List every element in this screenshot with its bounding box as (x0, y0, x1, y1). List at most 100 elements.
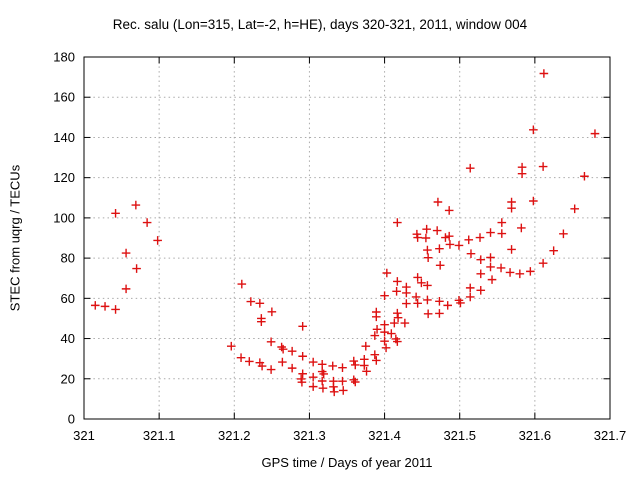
data-point (507, 245, 516, 254)
data-point (402, 299, 411, 308)
data-point (435, 244, 444, 253)
data-point (246, 297, 256, 306)
data-point (328, 361, 338, 371)
data-point (90, 301, 100, 310)
data-point (538, 258, 548, 268)
x-tick-label: 321.4 (368, 428, 401, 443)
data-point (580, 171, 589, 181)
data-point (444, 231, 454, 241)
y-tick-label: 100 (53, 210, 75, 225)
data-point (338, 376, 347, 386)
data-point (111, 208, 120, 218)
data-point (255, 299, 265, 308)
data-point (390, 318, 399, 328)
data-point (298, 351, 307, 361)
data-point (486, 253, 495, 262)
data-point (529, 125, 538, 135)
data-point (277, 342, 286, 352)
data-point (465, 283, 475, 293)
data-point (423, 295, 432, 305)
data-point (526, 267, 535, 276)
data-point (380, 291, 389, 301)
data-point (350, 360, 360, 370)
x-tick-label: 321 (73, 428, 95, 443)
data-point (393, 218, 402, 227)
y-tick-label: 20 (61, 371, 75, 386)
data-point (475, 233, 485, 242)
data-point (423, 309, 433, 319)
data-point (538, 162, 548, 171)
y-tick-label: 80 (61, 251, 75, 266)
x-tick-label: 321.6 (519, 428, 552, 443)
data-point (487, 275, 497, 284)
data-point (381, 343, 391, 353)
data-point (454, 241, 464, 250)
data-point (266, 365, 276, 374)
data-point (549, 246, 558, 255)
grid-lines (84, 57, 610, 419)
data-point (318, 383, 328, 393)
data-point (417, 278, 426, 288)
data-point (329, 382, 338, 392)
data-point (465, 163, 475, 173)
data-point (329, 387, 339, 397)
data-point (100, 302, 110, 311)
data-point (505, 268, 515, 277)
data-point (464, 235, 474, 245)
data-point (423, 245, 432, 255)
data-point (298, 321, 307, 331)
data-point (245, 357, 254, 366)
data-point (411, 292, 421, 302)
data-point (515, 269, 525, 279)
data-point (317, 359, 327, 369)
data-point (476, 255, 486, 265)
data-point (413, 233, 422, 242)
data-point (308, 382, 318, 391)
data-point (466, 249, 476, 258)
data-point (456, 298, 465, 308)
data-point (308, 357, 318, 367)
data-point (435, 297, 444, 306)
data-point (387, 329, 396, 338)
data-point (393, 308, 402, 318)
data-point (441, 233, 450, 242)
data-point (393, 337, 402, 346)
data-point (392, 286, 401, 296)
x-tick-label: 321.3 (293, 428, 326, 443)
data-point (297, 377, 307, 387)
data-point (486, 262, 495, 272)
data-point (338, 386, 348, 395)
axis-tick-marks (83, 56, 611, 420)
data-point (142, 218, 152, 227)
data-point (497, 229, 507, 238)
data-point (380, 320, 389, 329)
y-tick-label: 0 (68, 412, 75, 427)
x-tick-label: 321.7 (594, 428, 627, 443)
data-point (443, 301, 452, 310)
data-point (486, 228, 495, 237)
data-point (237, 279, 247, 289)
x-tick-label: 321.5 (443, 428, 476, 443)
data-point (444, 206, 454, 215)
data-point (421, 233, 431, 243)
data-point (476, 285, 486, 295)
data-point (121, 248, 131, 258)
y-tick-label: 140 (53, 130, 75, 145)
data-point (287, 363, 297, 373)
y-tick-label: 60 (61, 291, 75, 306)
data-point (497, 218, 507, 227)
data-point (413, 299, 422, 308)
data-point (361, 341, 371, 351)
data-point (380, 327, 389, 337)
data-point (317, 376, 327, 386)
data-point (257, 317, 266, 326)
data-point (308, 372, 318, 382)
data-point (349, 375, 359, 385)
data-point (278, 344, 288, 354)
data-point (517, 169, 527, 178)
data-point (370, 331, 380, 340)
data-point (226, 341, 236, 351)
x-axis-label: GPS time / Days of year 2011 (261, 455, 433, 470)
data-point (349, 356, 359, 366)
